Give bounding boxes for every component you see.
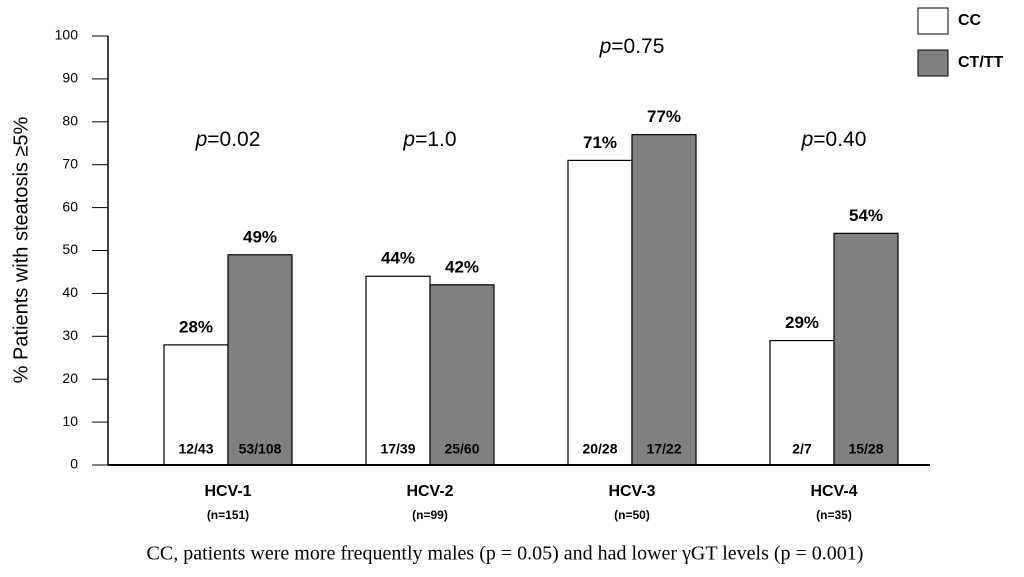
value-label: 49% <box>243 227 277 246</box>
legend-label: CT/TT <box>958 54 1004 71</box>
value-label: 71% <box>583 133 617 152</box>
x-tick-note: (n=50) <box>614 508 650 522</box>
value-label: 77% <box>647 107 681 126</box>
y-tick-label: 60 <box>62 198 78 214</box>
x-tick-note: (n=35) <box>816 508 852 522</box>
x-tick-note: (n=99) <box>412 508 448 522</box>
x-tick-note: (n=151) <box>207 508 249 522</box>
value-label: 28% <box>179 317 213 336</box>
y-axis-label: % Patients with steatosis ≥5% <box>10 116 32 383</box>
inner-label: 15/28 <box>848 441 883 457</box>
annotation: p=0.75 <box>599 35 665 58</box>
bar <box>833 232 899 466</box>
y-tick-label: 100 <box>55 27 79 43</box>
annotation: p=0.40 <box>801 128 867 151</box>
x-tick-label: HCV-2 <box>406 483 453 500</box>
value-label: 29% <box>785 313 819 332</box>
y-tick-label: 70 <box>62 155 78 171</box>
legend-label: CC <box>958 12 982 29</box>
y-tick-label: 50 <box>62 241 78 257</box>
annotation: p=0.02 <box>195 128 261 151</box>
y-tick-label: 90 <box>62 70 78 86</box>
value-label: 44% <box>381 249 415 268</box>
inner-label: 12/43 <box>178 441 213 457</box>
inner-label: 20/28 <box>582 441 617 457</box>
x-tick-label: HCV-1 <box>204 483 251 500</box>
x-tick-label: HCV-3 <box>608 483 655 500</box>
y-tick-label: 40 <box>62 284 78 300</box>
footnote: CC, patients were more frequently males … <box>147 543 864 565</box>
annotation: p=1.0 <box>402 128 456 151</box>
legend-swatch <box>917 7 949 35</box>
bar <box>429 284 495 466</box>
inner-label: 17/39 <box>380 441 415 457</box>
bar <box>631 134 697 466</box>
legend-swatch <box>917 49 949 77</box>
value-label: 54% <box>849 206 883 225</box>
bar <box>365 275 431 466</box>
inner-label: 2/7 <box>792 441 812 457</box>
y-tick-label: 30 <box>62 327 78 343</box>
bar <box>227 254 293 466</box>
y-tick-label: 10 <box>62 413 78 429</box>
bar <box>567 159 633 466</box>
y-tick-label: 20 <box>62 370 78 386</box>
y-tick-label: 80 <box>62 113 78 129</box>
y-tick-label: 0 <box>70 456 78 472</box>
inner-label: 53/108 <box>239 441 282 457</box>
x-tick-label: HCV-4 <box>810 483 857 500</box>
bar <box>769 339 835 466</box>
bar <box>163 344 229 466</box>
inner-label: 25/60 <box>444 441 479 457</box>
value-label: 42% <box>445 257 479 276</box>
inner-label: 17/22 <box>646 441 681 457</box>
